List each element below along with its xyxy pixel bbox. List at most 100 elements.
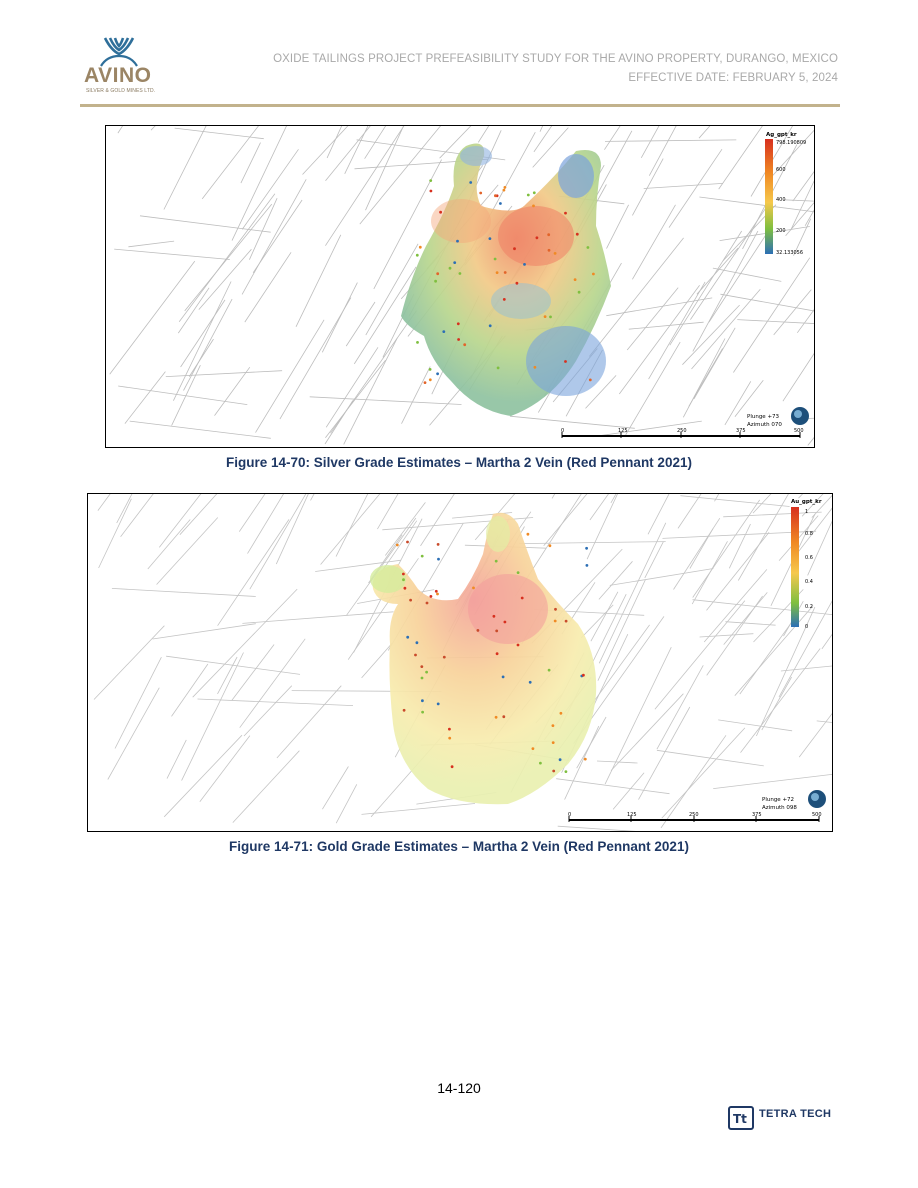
sample-point (551, 741, 555, 744)
plunge-label: Plunge +73 (747, 414, 780, 420)
sample-point (547, 248, 551, 252)
drillhole-trace (706, 531, 770, 611)
sample-point (418, 245, 422, 249)
sample-point (564, 211, 567, 215)
legend-colorbar (791, 507, 799, 627)
sample-points (415, 179, 595, 384)
sample-point (425, 670, 428, 674)
avino-logo-subtitle: SILVER & GOLD MINES LTD. (86, 88, 156, 94)
figure-caption: Figure 14-71: Gold Grade Estimates – Mar… (229, 839, 689, 854)
sample-point (420, 665, 424, 668)
drillhole-trace (632, 158, 664, 216)
drillhole-trace (539, 126, 544, 132)
drillhole-trace (724, 381, 752, 426)
header-effective-date: EFFECTIVE DATE: FEBRUARY 5, 2024 (628, 72, 838, 84)
drillhole-trace (353, 266, 417, 365)
sample-point (526, 193, 530, 197)
avino-logo-icon (100, 37, 138, 67)
drillhole-trace (214, 366, 251, 416)
drillhole-trace (171, 663, 209, 717)
legend-colorbar (765, 139, 773, 254)
drillhole-trace (111, 588, 256, 597)
drillhole-trace (647, 494, 670, 535)
sample-point (494, 194, 497, 198)
drillhole-trace (420, 494, 455, 547)
legend-tick: 400 (776, 197, 786, 203)
scale-tick: 500 (812, 812, 822, 818)
drillhole-trace (793, 218, 812, 256)
sample-point (442, 655, 446, 659)
drillhole-trace (708, 231, 769, 323)
drillhole-trace (309, 396, 462, 405)
sample-point (559, 711, 563, 715)
scale-tick: 250 (689, 812, 699, 818)
drillhole-trace (326, 126, 343, 159)
scale-tick: 0 (568, 812, 571, 818)
sample-point (583, 757, 587, 761)
drillhole-trace (198, 249, 252, 310)
drillhole-trace (543, 494, 588, 547)
drillhole-trace (344, 126, 369, 174)
drillhole-trace (533, 126, 553, 153)
sample-point (547, 668, 551, 672)
svg-text:Tt: Tt (733, 1112, 747, 1126)
drillhole-trace (192, 588, 298, 698)
sample-point (434, 279, 437, 283)
drillhole-trace (165, 370, 283, 377)
drillhole-trace (238, 494, 266, 532)
drillhole-trace (241, 179, 307, 295)
drillhole-trace (232, 750, 300, 823)
drillhole-trace (243, 685, 293, 737)
drillhole-trace (302, 126, 349, 175)
sample-point (406, 540, 409, 544)
legend-title: Au_gpt_kr (791, 499, 822, 505)
drillhole-trace (361, 642, 393, 679)
drillhole-trace (693, 327, 736, 400)
drillhole-trace (152, 623, 256, 640)
drillhole-trace (660, 735, 727, 829)
drillhole-trace (163, 734, 243, 818)
sample-point (502, 298, 506, 301)
sample-point (402, 578, 405, 582)
sample-point (409, 598, 412, 602)
drillhole-trace (643, 183, 723, 189)
drillhole-trace (156, 517, 219, 585)
sample-point (577, 290, 581, 294)
drillhole-trace (778, 600, 832, 698)
sample-point (429, 179, 433, 182)
sample-point (425, 601, 429, 605)
sample-point (554, 607, 557, 611)
sample-point (496, 366, 500, 370)
drillhole-trace (765, 129, 814, 184)
drillhole-trace (124, 371, 166, 424)
sample-point (415, 253, 419, 257)
sample-point (421, 699, 424, 703)
drillhole-trace (244, 252, 292, 323)
sample-point (494, 715, 498, 719)
legend-tick: 0.2 (805, 604, 813, 610)
sample-points (395, 532, 589, 773)
legend-title: Ag_gpt_kr (766, 132, 797, 138)
sample-point (528, 680, 532, 684)
drillhole-trace (120, 494, 154, 537)
drillhole-trace (598, 561, 633, 600)
drillhole-trace (401, 366, 431, 424)
silver-grade-image: Ag_gpt_kr 798.190809 600 400 200 32.1330… (109, 126, 814, 446)
drillhole-trace (618, 284, 700, 395)
drillhole-trace (698, 126, 711, 139)
drillhole-trace (604, 126, 621, 150)
drillhole-trace (718, 719, 793, 732)
drillhole-trace (158, 494, 202, 548)
drillhole-trace (689, 528, 714, 569)
drillhole-trace (692, 499, 761, 598)
sample-point (448, 727, 451, 731)
drillhole-trace (109, 260, 196, 375)
drillhole-trace (597, 579, 646, 681)
drillhole-trace (761, 676, 792, 731)
sample-point (516, 643, 520, 647)
legend-tick: 0.4 (805, 579, 813, 585)
drillhole-trace (377, 494, 399, 530)
drillhole-trace (606, 204, 629, 249)
sample-point (513, 247, 516, 251)
scale-tick: 0 (561, 428, 564, 434)
